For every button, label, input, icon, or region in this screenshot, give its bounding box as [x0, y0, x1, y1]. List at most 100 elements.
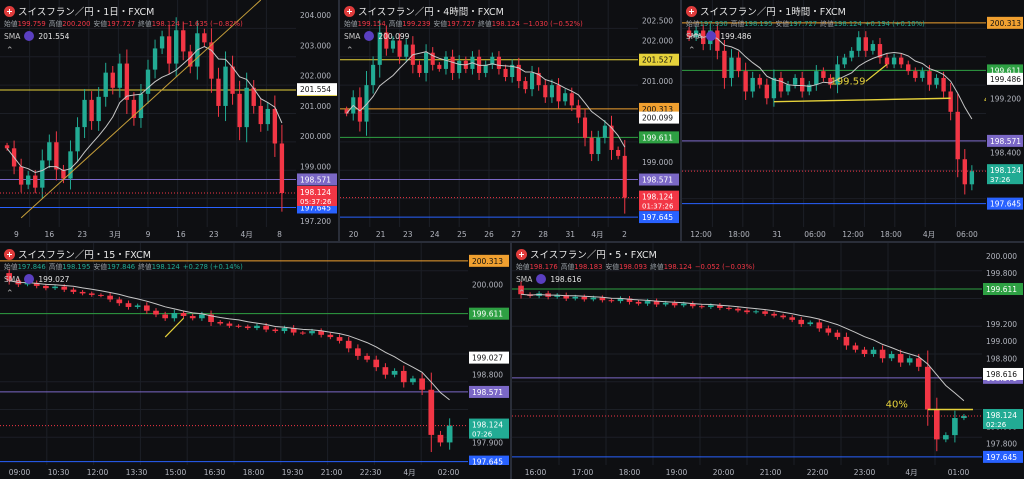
- current-price-tag: [469, 418, 509, 439]
- x-tick-label: 4月: [591, 230, 603, 239]
- candle-body: [934, 77, 939, 85]
- arrow-annotation: [164, 317, 184, 338]
- ohlc-value: 197.846: [107, 263, 136, 271]
- symbol-title[interactable]: スイスフラン／円・1時間・FXCM: [700, 7, 846, 18]
- candle-body: [382, 367, 389, 375]
- sma-legend[interactable]: SMA 198.616: [516, 274, 581, 284]
- level-price-tag: [639, 53, 679, 66]
- indicator-settings-icon[interactable]: [536, 274, 547, 284]
- sma-legend[interactable]: SMA 199.486: [686, 31, 751, 41]
- candle-body: [792, 77, 798, 85]
- chart-panel-5m[interactable]: 40% 200.000 199.800 199.200 199.000 198.800 19…: [512, 243, 1024, 479]
- ohlc-change: +0.278 (+0.14%): [182, 263, 243, 271]
- current-price-label: 198.124: [300, 188, 331, 197]
- sma-price-tag: [987, 72, 1023, 85]
- chart-panel-4h[interactable]: 202.500 202.000 201.000 199.000 201.527 200.3…: [340, 0, 680, 241]
- collapse-legend-icon[interactable]: ⌃: [346, 46, 354, 56]
- candle-body: [40, 160, 45, 188]
- collapse-legend-icon[interactable]: ⌃: [6, 289, 14, 299]
- ohlc-value: 198.195: [744, 20, 773, 28]
- sma-legend[interactable]: SMA 201.554: [4, 31, 69, 41]
- candle-body: [202, 33, 207, 43]
- candle-body: [825, 328, 832, 333]
- candle-body: [4, 145, 10, 149]
- ohlc-label: 終値: [820, 20, 834, 28]
- candle-body: [237, 93, 242, 128]
- candle-body: [726, 307, 732, 309]
- collapse-legend-icon[interactable]: ⌃: [688, 46, 696, 56]
- x-tick-label: 01:00: [948, 468, 970, 477]
- candle-body: [345, 340, 352, 349]
- sma-price-tag: [297, 83, 337, 96]
- y-tick-label: 199.200: [986, 320, 1017, 329]
- chart-panel-daily[interactable]: 204.000 203.000 202.000 201.000 200.000 199.0…: [0, 0, 338, 241]
- sma-legend[interactable]: SMA 200.099: [344, 31, 409, 41]
- chart-panel-15m[interactable]: 200.000 198.800 197.900 200.313 199.611 198.5…: [0, 243, 510, 479]
- candle-body: [948, 91, 953, 112]
- collapse-legend-icon[interactable]: ⌃: [518, 289, 526, 299]
- candle-body: [162, 314, 169, 319]
- sma-label: SMA: [686, 31, 703, 41]
- sma-legend[interactable]: SMA 199.027: [4, 274, 69, 284]
- ohlc-label: 高値: [48, 263, 63, 271]
- candle-body: [523, 81, 528, 90]
- y-tick-label: 202.500: [642, 16, 673, 25]
- collapse-legend-icon[interactable]: ⌃: [6, 46, 14, 56]
- candle-body: [644, 301, 651, 304]
- candle-body: [235, 325, 242, 327]
- candle-body: [617, 298, 624, 302]
- ohlc-value: 197.930: [699, 20, 728, 28]
- sma-value: 199.027: [38, 274, 70, 284]
- candle-body: [906, 358, 913, 363]
- chart-panel-1h[interactable]: 199.5940%199.200198.400198.000200.313199…: [682, 0, 1024, 241]
- y-tick-label: 199.800: [986, 269, 1017, 278]
- candles: [6, 269, 453, 453]
- candle-body: [955, 111, 960, 160]
- indicator-settings-icon[interactable]: [24, 274, 35, 284]
- ohlc-label: 安値: [93, 20, 107, 28]
- ohlc-value: 198.124: [151, 20, 180, 28]
- candle-body: [309, 331, 315, 334]
- ohlc-label: 始値: [516, 263, 530, 271]
- candle-body: [884, 57, 890, 65]
- x-tick-label: 10:30: [48, 468, 70, 477]
- y-tick-label: 200.000: [986, 252, 1017, 261]
- symbol-title[interactable]: スイスフラン／円・4時間・FXCM: [358, 7, 504, 18]
- x-tick-label: 9: [14, 230, 19, 239]
- candle-body: [503, 68, 508, 78]
- candle-body: [199, 314, 205, 319]
- indicator-settings-icon[interactable]: [706, 31, 717, 41]
- x-tick-label: 3月: [109, 230, 121, 239]
- candle-body: [490, 56, 495, 65]
- y-tick-label: 200.000: [472, 280, 503, 289]
- candle-body: [961, 415, 967, 419]
- sma-line: [9, 280, 450, 401]
- retracement-line[interactable]: [773, 97, 951, 103]
- symbol-title[interactable]: スイスフラン／円・15・FXCM: [18, 250, 151, 261]
- x-tick-label: 16:00: [525, 468, 547, 477]
- chart-header: スイスフラン／円・15・FXCM: [4, 247, 151, 261]
- symbol-title[interactable]: スイスフラン／円・1日・FXCM: [18, 7, 155, 18]
- symbol-title[interactable]: スイスフラン／円・5・FXCM: [530, 250, 657, 261]
- candle-body: [131, 99, 137, 119]
- chart-header: スイスフラン／円・5・FXCM: [516, 247, 657, 261]
- level-price-tag: [469, 455, 509, 468]
- x-tick-label: 8: [277, 230, 282, 239]
- candle-body: [563, 93, 568, 102]
- candle-body: [906, 64, 911, 72]
- candle-body: [941, 77, 946, 92]
- x-tick-label: 23: [403, 230, 413, 239]
- current-price-label: 198.124: [990, 166, 1021, 175]
- indicator-settings-icon[interactable]: [24, 31, 35, 41]
- annotation-label: 199.59: [830, 77, 865, 88]
- y-tick-label: 199.200: [990, 94, 1021, 103]
- candle-body: [680, 303, 687, 306]
- candle-body: [879, 349, 886, 359]
- candle-body: [589, 137, 594, 155]
- indicator-settings-icon[interactable]: [364, 31, 375, 41]
- candle-body: [428, 389, 435, 435]
- trend-line[interactable]: [20, 0, 262, 219]
- candle-body: [927, 71, 932, 85]
- candle-body: [843, 336, 850, 346]
- ohlc-label: 安値: [433, 20, 447, 28]
